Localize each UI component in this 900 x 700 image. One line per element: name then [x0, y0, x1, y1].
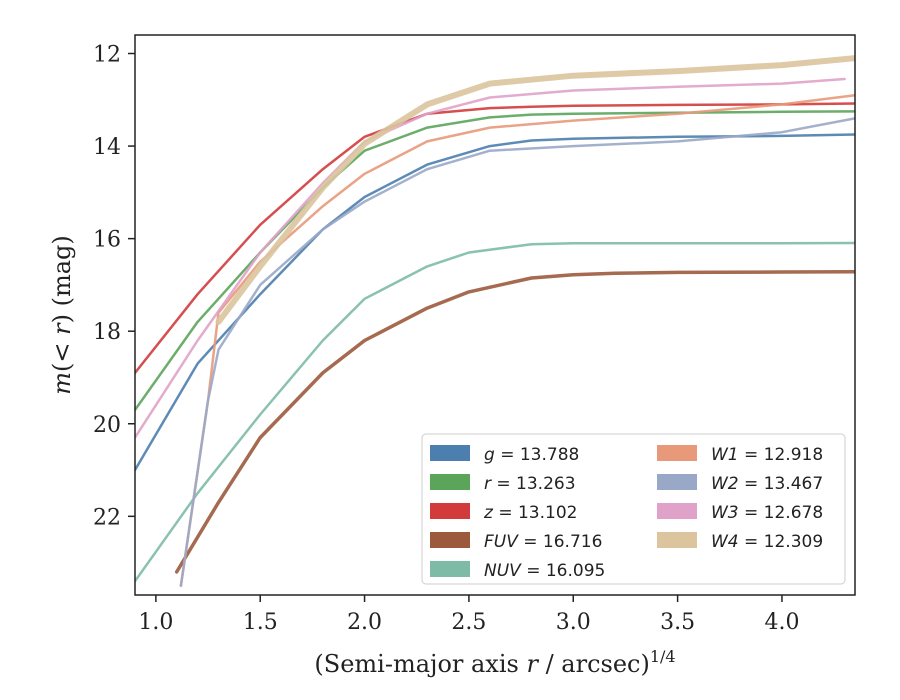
series-line-fuv	[174, 270, 855, 574]
x-tick-label: 2.0	[347, 610, 382, 635]
series-line-w1	[179, 93, 855, 587]
y-tick-label: 22	[93, 505, 121, 530]
series-line-w3	[135, 77, 846, 439]
x-tick-label: 1.0	[138, 610, 173, 635]
legend-label-z: z = 13.102	[483, 503, 577, 523]
legend-swatch-w3	[657, 503, 697, 519]
y-axis-ticks: 12 14 16 18 20 22	[93, 43, 135, 530]
legend-swatch-w4	[657, 532, 697, 548]
legend-swatch-g	[430, 445, 470, 461]
legend-swatch-fuv	[430, 532, 470, 548]
y-tick-label: 12	[93, 43, 121, 68]
series-line-w2	[179, 117, 855, 587]
y-tick-label: 16	[93, 228, 121, 253]
legend-box	[421, 433, 846, 585]
plot-frame	[134, 34, 856, 596]
x-tick-label: 4.0	[764, 610, 799, 635]
legend-label-fuv: FUV = 16.716	[484, 532, 602, 552]
series-line-nuv	[135, 241, 855, 583]
y-axis-title: m(< r) (mag)	[48, 235, 76, 395]
x-axis-title: (Semi-major axis r / arcsec)1/4	[314, 647, 675, 678]
legend-label-nuv: NUV = 16.095	[484, 561, 605, 581]
y-tick-label: 14	[93, 135, 121, 160]
x-tick-label: 3.5	[660, 610, 695, 635]
series-line-r	[135, 110, 855, 412]
legend-label-r: r = 13.263	[484, 474, 576, 494]
legend: g = 13.788 r = 13.263 z = 13.102 FUV = 16.7…	[421, 433, 846, 585]
legend-swatch-r	[430, 474, 470, 490]
series-line-z	[135, 102, 855, 375]
y-tick-label: 20	[93, 413, 121, 438]
legend-swatch-z	[430, 503, 470, 519]
legend-label-g: g = 13.788	[484, 445, 579, 465]
legend-swatch-w2	[657, 474, 697, 490]
x-tick-label: 1.5	[243, 610, 278, 635]
legend-label-w4: W4 = 12.309	[711, 532, 823, 552]
x-axis-ticks: 1.0 1.5 2.0 2.5 3.0 3.5 4.0	[138, 595, 799, 635]
x-tick-label: 3.0	[556, 610, 591, 635]
series-layer	[135, 55, 855, 587]
series-line-w4	[215, 55, 855, 325]
legend-swatch-nuv	[430, 561, 470, 577]
legend-swatch-w1	[657, 445, 697, 461]
legend-label-w3: W3 = 12.678	[711, 503, 823, 523]
series-line-g	[135, 133, 855, 472]
legend-label-w2: W2 = 13.467	[711, 474, 823, 494]
legend-label-w1: W1 = 12.918	[711, 445, 823, 465]
y-tick-label: 18	[93, 320, 121, 345]
x-tick-label: 2.5	[451, 610, 486, 635]
